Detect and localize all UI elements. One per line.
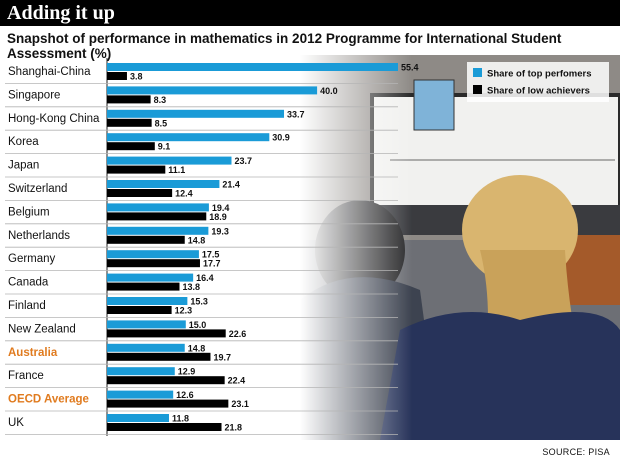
low-achievers-bar	[107, 352, 211, 361]
data-label: 3.8	[130, 72, 143, 82]
data-label: 8.5	[155, 118, 168, 128]
data-label: 55.4	[401, 63, 419, 73]
top-performers-bar	[107, 203, 209, 212]
low-achievers-bar	[107, 376, 225, 385]
data-label: 17.5	[202, 250, 220, 260]
data-label: 21.8	[225, 423, 243, 433]
category-label: Germany	[8, 253, 56, 265]
chart-rows: Shanghai-China 55.4 3.8 Singapore 40.0 8.3 Hon…	[5, 63, 419, 435]
data-label: 16.4	[196, 273, 214, 283]
data-label: 19.7	[213, 352, 231, 362]
data-label: 12.9	[178, 367, 196, 377]
data-label: 21.4	[222, 180, 240, 190]
data-label: 19.4	[212, 203, 230, 213]
top-performers-bar	[107, 273, 194, 282]
category-label: UK	[8, 417, 24, 429]
data-label: 33.7	[287, 109, 305, 119]
data-label: 12.6	[176, 390, 194, 400]
category-label: Singapore	[8, 89, 60, 101]
top-performers-bar	[107, 86, 318, 95]
low-achievers-bar	[107, 423, 222, 431]
top-performers-bar	[107, 320, 186, 329]
legend-label: Share of low achievers	[487, 86, 590, 97]
top-performers-bar	[107, 156, 232, 165]
banner-label: Adding it up	[7, 2, 115, 24]
low-achievers-bar	[107, 399, 229, 408]
low-achievers-bar	[107, 306, 172, 314]
data-label: 23.1	[231, 399, 249, 409]
data-label: 23.7	[234, 156, 252, 166]
data-label: 11.8	[172, 414, 189, 424]
data-label: 15.3	[190, 297, 208, 307]
top-performers-bar	[107, 414, 169, 422]
background-photo	[300, 55, 620, 440]
top-performers-bar	[107, 390, 174, 399]
top-performers-bar	[107, 180, 220, 188]
category-label: OECD Average	[8, 394, 89, 406]
category-label: Switzerland	[8, 183, 67, 195]
category-label: Netherlands	[8, 230, 70, 242]
data-label: 12.4	[175, 189, 193, 199]
legend-swatch	[473, 68, 482, 77]
data-label: 8.3	[154, 95, 167, 105]
data-label: 30.9	[272, 133, 290, 143]
category-label: Finland	[8, 300, 46, 312]
category-label: France	[8, 370, 44, 382]
data-label: 13.8	[182, 282, 200, 292]
data-label: 18.9	[209, 212, 227, 222]
data-label: 40.0	[320, 86, 338, 96]
data-label: 14.8	[188, 343, 206, 353]
category-label: Canada	[8, 277, 49, 289]
top-performers-bar	[107, 297, 188, 305]
data-label: 12.3	[175, 306, 193, 316]
category-label: Belgium	[8, 206, 50, 218]
low-achievers-bar	[107, 165, 166, 174]
low-achievers-bar	[107, 212, 207, 221]
low-achievers-bar	[107, 189, 173, 197]
category-label: Hong-Kong China	[8, 113, 100, 125]
legend-label: Share of top perfomers	[487, 69, 592, 80]
low-achievers-bar	[107, 118, 152, 127]
category-label: New Zealand	[8, 323, 76, 335]
top-performers-bar	[107, 250, 199, 259]
data-label: 14.8	[188, 235, 206, 245]
data-label: 9.1	[158, 142, 171, 152]
top-performers-bar	[107, 133, 270, 142]
chart-title: Snapshot of performance in mathematics i…	[7, 31, 562, 61]
top-performers-bar	[107, 63, 398, 71]
top-performers-bar	[107, 343, 185, 352]
low-achievers-bar	[107, 329, 226, 338]
category-label: Shanghai-China	[8, 66, 91, 78]
category-label: Australia	[8, 347, 58, 359]
legend-box	[467, 62, 609, 102]
data-label: 11.1	[168, 165, 185, 175]
top-performers-bar	[107, 226, 209, 235]
legend-swatch	[473, 85, 482, 94]
source-note: SOURCE: PISA	[542, 447, 610, 457]
data-label: 22.4	[228, 376, 246, 386]
banner: Adding it up	[0, 0, 620, 26]
low-achievers-bar	[107, 72, 127, 80]
data-label: 15.0	[189, 320, 207, 330]
chart-legend: Share of top perfomers Share of low achie…	[467, 62, 609, 102]
category-label: Korea	[8, 136, 39, 148]
low-achievers-bar	[107, 282, 180, 291]
category-label: Japan	[8, 160, 39, 172]
low-achievers-bar	[107, 142, 155, 151]
data-label: 19.3	[211, 226, 229, 236]
top-performers-bar	[107, 367, 175, 376]
data-label: 22.6	[229, 329, 247, 339]
low-achievers-bar	[107, 235, 185, 244]
low-achievers-bar	[107, 95, 151, 104]
top-performers-bar	[107, 109, 285, 118]
low-achievers-bar	[107, 259, 200, 268]
data-label: 17.7	[203, 259, 221, 269]
